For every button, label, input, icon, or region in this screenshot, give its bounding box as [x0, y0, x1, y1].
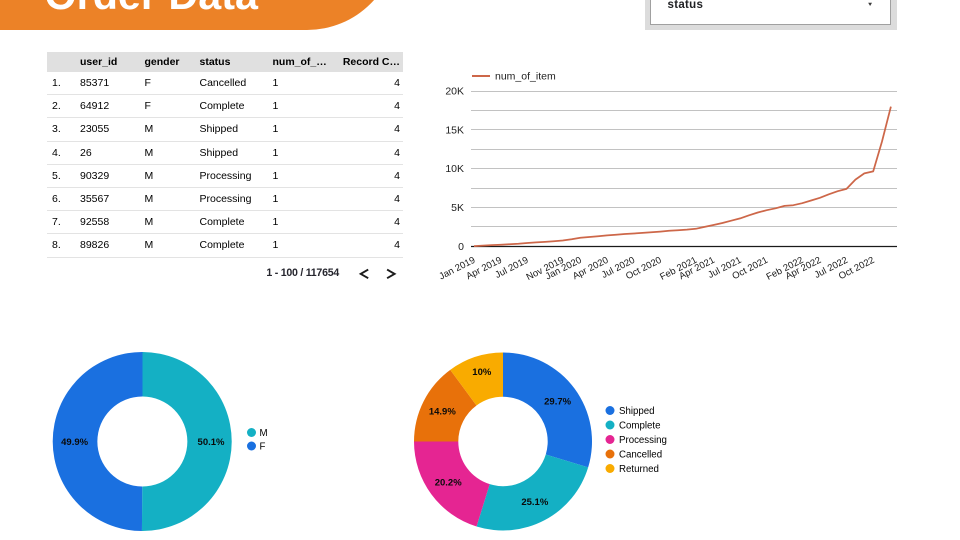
svg-text:F: F — [260, 442, 266, 453]
svg-text:M: M — [260, 428, 268, 439]
svg-text:Cancelled: Cancelled — [619, 450, 662, 461]
svg-text:10K: 10K — [445, 163, 464, 175]
svg-text:Complete: Complete — [619, 421, 660, 432]
svg-text:20K: 20K — [445, 86, 464, 98]
svg-text:Shipped: Shipped — [619, 406, 655, 417]
svg-text:Returned: Returned — [619, 464, 659, 475]
svg-text:15K: 15K — [445, 124, 464, 136]
svg-text:49.9%: 49.9% — [61, 437, 88, 448]
svg-text:29.7%: 29.7% — [544, 397, 571, 408]
svg-text:20.2%: 20.2% — [435, 477, 462, 488]
svg-text:Processing: Processing — [619, 435, 667, 446]
svg-text:50.1%: 50.1% — [198, 437, 225, 448]
svg-text:10%: 10% — [472, 367, 492, 378]
svg-text:5K: 5K — [451, 202, 464, 214]
svg-text:num_of_item: num_of_item — [495, 71, 556, 83]
svg-text:25.1%: 25.1% — [521, 497, 548, 508]
svg-text:14.9%: 14.9% — [429, 406, 456, 417]
svg-text:0: 0 — [458, 241, 464, 253]
